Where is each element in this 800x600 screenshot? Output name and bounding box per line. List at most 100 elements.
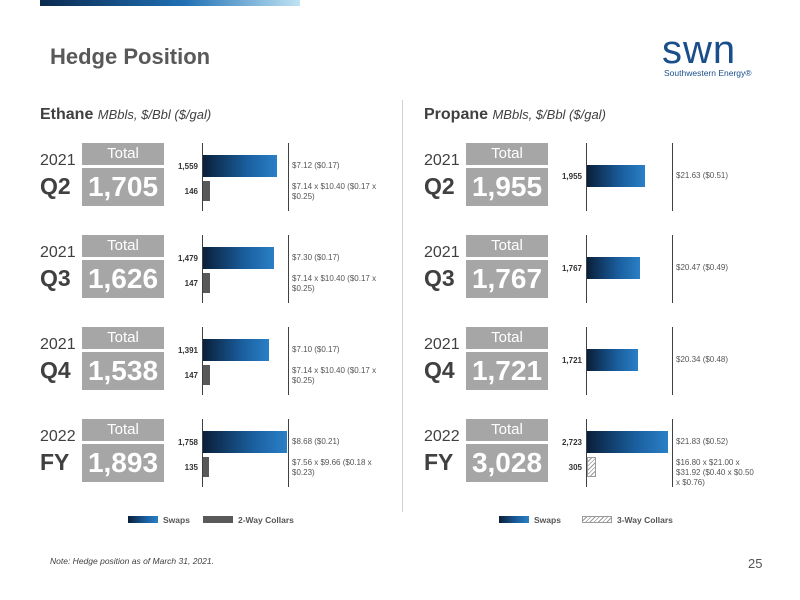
propane-price-divider: [672, 143, 673, 211]
propane-period-year: 2021: [424, 336, 460, 353]
ethane-total-label: Total: [82, 143, 164, 165]
ethane-title-text: Ethane: [40, 106, 98, 123]
ethane-total-label: Total: [82, 419, 164, 441]
propane-period-quarter: Q4: [424, 357, 455, 383]
ethane-total-label: Total: [82, 327, 164, 349]
legend-label-3way-collars: 3-Way Collars: [617, 515, 673, 525]
propane-title-text: Propane: [424, 106, 493, 123]
ethane-collar-value-label: 147: [184, 371, 198, 380]
ethane-price-divider: [288, 235, 289, 303]
propane-swap-price: $21.63 ($0.51): [676, 171, 729, 180]
ethane-collar-price: $7.14 x $10.40 ($0.17 x $0.25): [292, 182, 377, 201]
ethane-swap-price: $7.12 ($0.17): [292, 161, 340, 170]
propane-swap-value-label: 1,955: [561, 172, 582, 181]
propane-bar-axis: [586, 235, 587, 303]
page-title: Hedge Position: [50, 44, 211, 69]
ethane-bar-axis: [202, 327, 203, 395]
ethane-period-quarter: Q3: [40, 265, 71, 291]
propane-swap-price: $21.83 ($0.52): [676, 437, 729, 446]
ethane-collar-bar: [203, 365, 210, 385]
propane-swap-bar: [587, 165, 645, 187]
legend-label-swaps: Swaps: [163, 515, 190, 525]
ethane-swap-value-label: 1,391: [177, 346, 198, 355]
propane-total-label: Total: [466, 327, 548, 349]
propane-total-value: 1,767: [466, 260, 548, 298]
legend-swatch-2way-collars: [203, 516, 233, 523]
propane-total-label: Total: [466, 143, 548, 165]
ethane-swap-bar: [203, 247, 274, 269]
logo-subtitle: Southwestern Energy®: [664, 68, 752, 78]
ethane-bar-axis: [202, 235, 203, 303]
propane-price-divider: [672, 235, 673, 303]
propane-price-divider: [672, 327, 673, 395]
legend-label-2way-collars: 2-Way Collars: [238, 515, 294, 525]
propane-swap-bar: [587, 257, 640, 279]
ethane-total-label: Total: [82, 235, 164, 257]
propane-bar-axis: [586, 419, 587, 487]
ethane-bar-axis: [202, 419, 203, 487]
ethane-collar-price: $7.14 x $10.40 ($0.17 x $0.25): [292, 366, 377, 385]
ethane-collar-value-label: 147: [184, 279, 198, 288]
legend-label-swaps: Swaps: [534, 515, 561, 525]
ethane-period-year: 2021: [40, 244, 76, 261]
propane-period-quarter: FY: [424, 449, 454, 475]
legend-swatch-3way-collars: [582, 516, 612, 523]
legend-swatch-swaps: [128, 516, 158, 523]
ethane-collar-bar: [203, 457, 209, 477]
propane-collar-value-label: 305: [568, 463, 582, 472]
ethane-bar-axis: [202, 143, 203, 211]
ethane-collar-bar: [203, 273, 210, 293]
propane-period-quarter: Q2: [424, 173, 455, 199]
propane-price-divider: [672, 419, 673, 487]
ethane-price-divider: [288, 327, 289, 395]
propane-units: MBbls, $/Bbl ($/gal): [492, 107, 606, 122]
ethane-swap-bar: [203, 431, 287, 453]
ethane-swap-bar: [203, 339, 269, 361]
propane-swap-price: $20.47 ($0.49): [676, 263, 729, 272]
ethane-collar-value-label: 135: [184, 463, 198, 472]
company-logo: swn Southwestern Energy®: [662, 28, 772, 84]
footnote: Note: Hedge position as of March 31, 202…: [50, 556, 214, 566]
ethane-total-value: 1,893: [82, 444, 164, 482]
ethane-period-year: 2022: [40, 428, 76, 445]
propane-swap-value-label: 2,723: [561, 438, 582, 447]
ethane-period-quarter: Q4: [40, 357, 71, 383]
propane-collar-price: $16.80 x $21.00 x $31.92 ($0.40 x $0.50 …: [676, 458, 754, 487]
ethane-chart-title: Ethane MBbls, $/Bbl ($/gal): [40, 106, 211, 124]
ethane-swap-value-label: 1,758: [177, 438, 198, 447]
propane-swap-value-label: 1,767: [561, 264, 582, 273]
ethane-price-divider: [288, 419, 289, 487]
ethane-swap-price: $7.30 ($0.17): [292, 253, 340, 262]
propane-swap-bar: [587, 431, 668, 453]
propane-collar-bar: [587, 457, 596, 477]
propane-swap-value-label: 1,721: [561, 356, 582, 365]
propane-total-value: 3,028: [466, 444, 548, 482]
propane-period-year: 2021: [424, 152, 460, 169]
ethane-collar-price: $7.56 x $9.66 ($0.18 x $0.23): [292, 458, 372, 477]
logo-wordmark: swn: [662, 28, 737, 72]
propane-bar-axis: [586, 143, 587, 211]
propane-period-quarter: Q3: [424, 265, 455, 291]
propane-swap-bar: [587, 349, 638, 371]
ethane-total-value: 1,626: [82, 260, 164, 298]
ethane-period-quarter: FY: [40, 449, 70, 475]
ethane-collar-bar: [203, 181, 210, 201]
ethane-collar-value-label: 146: [184, 187, 198, 196]
top-accent-bar: [40, 0, 300, 6]
ethane-swap-price: $7.10 ($0.17): [292, 345, 340, 354]
propane-total-value: 1,955: [466, 168, 548, 206]
ethane-swap-value-label: 1,559: [177, 162, 198, 171]
ethane-swap-value-label: 1,479: [177, 254, 198, 263]
page-number: 25: [748, 556, 763, 571]
propane-swap-price: $20.34 ($0.48): [676, 355, 729, 364]
ethane-period-year: 2021: [40, 336, 76, 353]
ethane-units: MBbls, $/Bbl ($/gal): [97, 107, 212, 122]
section-divider: [402, 100, 403, 512]
ethane-period-year: 2021: [40, 152, 76, 169]
propane-chart-title: Propane MBbls, $/Bbl ($/gal): [424, 106, 606, 124]
ethane-swap-bar: [203, 155, 277, 177]
ethane-total-value: 1,705: [82, 168, 164, 206]
ethane-collar-price: $7.14 x $10.40 ($0.17 x $0.25): [292, 274, 377, 293]
ethane-period-quarter: Q2: [40, 173, 71, 199]
ethane-swap-price: $8.68 ($0.21): [292, 437, 340, 446]
